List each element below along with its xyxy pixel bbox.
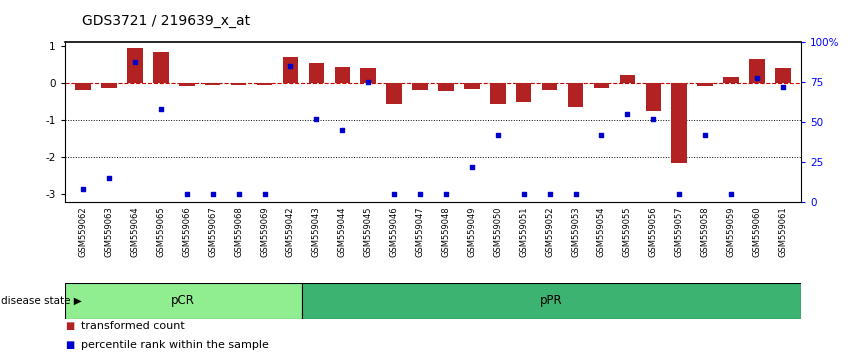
Point [128, 59, 142, 64]
Bar [231, 83, 247, 85]
Point [646, 116, 660, 122]
Text: disease state ▶: disease state ▶ [1, 296, 81, 306]
Text: pPR: pPR [540, 295, 563, 307]
Bar [65, 283, 301, 319]
Point [335, 127, 349, 133]
Bar [127, 48, 143, 83]
Point [102, 175, 116, 181]
Bar [205, 83, 221, 85]
Bar [386, 83, 402, 104]
Bar [153, 52, 169, 83]
Text: ■: ■ [65, 341, 74, 350]
Bar [619, 75, 635, 83]
Point [387, 191, 401, 197]
Point [206, 191, 220, 197]
Bar [75, 83, 91, 90]
Text: percentile rank within the sample: percentile rank within the sample [81, 341, 268, 350]
Bar [645, 83, 661, 111]
Point [569, 191, 583, 197]
Point [361, 80, 375, 85]
Text: transformed count: transformed count [81, 321, 184, 331]
Bar [334, 67, 350, 83]
Text: pCR: pCR [171, 295, 195, 307]
Point [76, 186, 90, 192]
Bar [464, 83, 480, 89]
Bar [697, 83, 713, 86]
Bar [723, 76, 739, 83]
Bar [179, 83, 195, 86]
Bar [775, 68, 791, 83]
Bar [568, 83, 584, 107]
Point [595, 132, 609, 138]
Bar [516, 83, 532, 102]
Point [543, 191, 557, 197]
Point [154, 107, 168, 112]
Bar [282, 57, 298, 83]
Point [750, 75, 764, 80]
Bar [594, 83, 610, 88]
Point [672, 191, 686, 197]
Point [698, 132, 712, 138]
Bar [542, 83, 558, 90]
Bar [360, 68, 376, 83]
Bar [412, 83, 428, 90]
Point [620, 111, 634, 117]
Point [776, 84, 790, 90]
Point [257, 191, 271, 197]
Point [309, 116, 323, 122]
Text: ■: ■ [65, 321, 74, 331]
Point [491, 132, 505, 138]
Bar [671, 83, 687, 163]
Point [724, 191, 738, 197]
Bar [749, 59, 765, 83]
Bar [438, 83, 454, 91]
Bar [101, 83, 117, 88]
Bar [301, 283, 801, 319]
Bar [256, 83, 272, 85]
Point [439, 191, 453, 197]
Bar [308, 63, 324, 83]
Point [232, 191, 246, 197]
Point [413, 191, 427, 197]
Point [180, 191, 194, 197]
Bar [490, 83, 506, 104]
Point [465, 164, 479, 170]
Point [517, 191, 531, 197]
Point [283, 64, 297, 69]
Text: GDS3721 / 219639_x_at: GDS3721 / 219639_x_at [82, 14, 250, 28]
